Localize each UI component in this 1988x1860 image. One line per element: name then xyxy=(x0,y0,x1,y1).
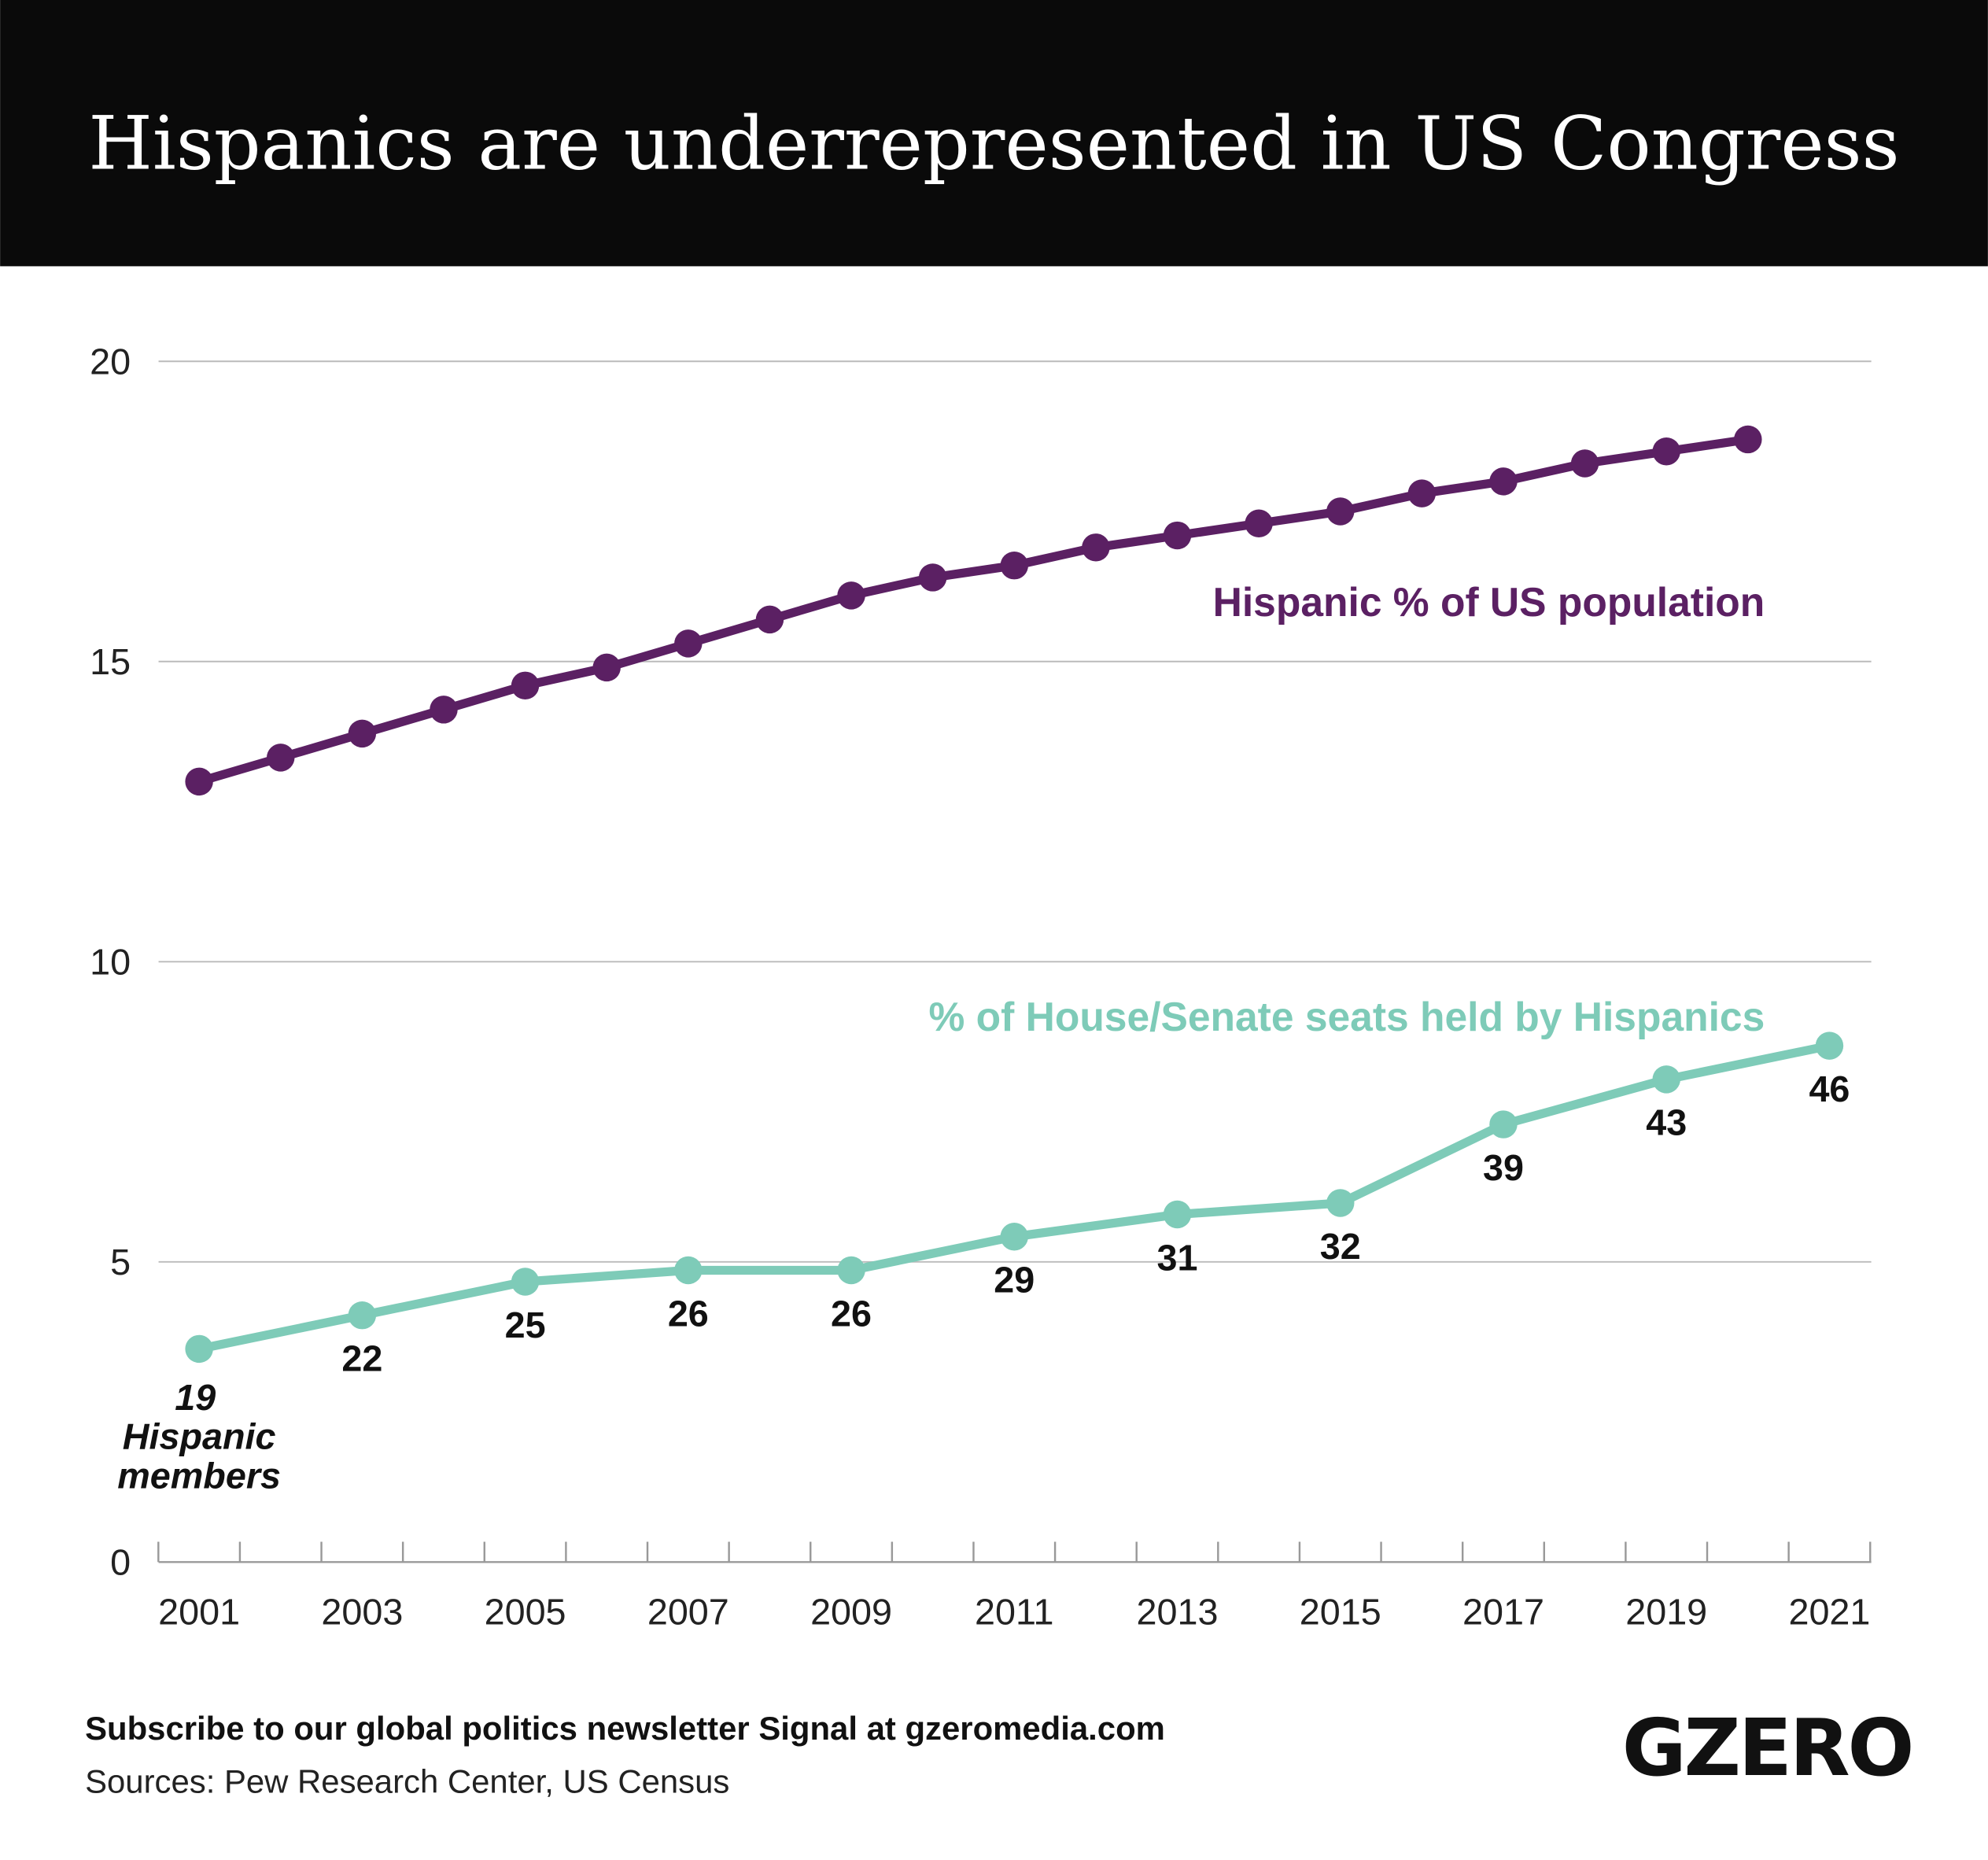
x-tick-label: 2011 xyxy=(975,1591,1053,1632)
data-point xyxy=(1326,1189,1355,1217)
data-label-note: members xyxy=(117,1456,281,1496)
sources-text: Sources: Pew Research Center, US Census xyxy=(85,1763,729,1800)
data-point xyxy=(1407,479,1437,507)
series-label-population: Hispanic % of US population xyxy=(1213,579,1765,625)
data-label: 32 xyxy=(1320,1226,1361,1267)
data-label: 39 xyxy=(1483,1147,1524,1188)
series-label-seats: % of House/Senate seats held by Hispanic… xyxy=(928,994,1765,1039)
subscribe-text[interactable]: Subscribe to our global politics newslet… xyxy=(85,1710,1165,1747)
y-tick-label: 10 xyxy=(90,941,131,982)
x-tick-label: 2005 xyxy=(485,1591,566,1632)
chart-title: Hispanics are underrepresented in US Con… xyxy=(88,101,1899,186)
data-point xyxy=(267,744,295,772)
data-point xyxy=(1000,551,1029,580)
x-tick-label: 2007 xyxy=(647,1591,729,1632)
data-point xyxy=(837,1256,865,1285)
data-point xyxy=(1815,1031,1844,1060)
data-point xyxy=(1652,437,1680,466)
data-point xyxy=(674,1256,703,1285)
data-point xyxy=(1000,1223,1029,1251)
data-label: 26 xyxy=(668,1293,709,1334)
y-tick-label: 15 xyxy=(90,641,131,682)
y-tick-label: 0 xyxy=(110,1541,131,1582)
data-point xyxy=(674,629,703,658)
data-point xyxy=(348,719,377,748)
grid xyxy=(158,360,1872,1263)
x-tick-label: 2021 xyxy=(1788,1591,1870,1632)
x-tick-label: 2017 xyxy=(1462,1591,1544,1632)
x-tick-label: 2003 xyxy=(321,1591,403,1632)
gzero-logo: GZERO xyxy=(1622,1702,1912,1794)
x-tick-label: 2009 xyxy=(810,1591,892,1632)
data-label: 29 xyxy=(994,1260,1035,1301)
data-point xyxy=(1082,533,1110,562)
data-label: 31 xyxy=(1157,1237,1198,1278)
x-tick-label: 2001 xyxy=(158,1591,240,1632)
y-tick-label: 20 xyxy=(90,341,131,382)
series-line-seats xyxy=(197,1041,1831,1353)
data-label: 19 xyxy=(175,1377,216,1418)
series-lines xyxy=(185,425,1844,1364)
data-point xyxy=(837,581,865,610)
data-label-note: Hispanic xyxy=(123,1416,276,1457)
x-tick-label: 2013 xyxy=(1137,1591,1219,1632)
data-point xyxy=(1489,467,1518,496)
data-point xyxy=(755,605,784,634)
data-label: 26 xyxy=(831,1293,872,1334)
data-point xyxy=(592,653,621,682)
data-point xyxy=(1489,1110,1518,1139)
x-tick-label: 2019 xyxy=(1625,1591,1707,1632)
data-point xyxy=(1652,1065,1680,1094)
data-point xyxy=(1163,521,1192,550)
data-point xyxy=(348,1301,377,1330)
data-point xyxy=(1734,425,1762,454)
data-point xyxy=(1163,1200,1192,1229)
axes: 0 5 10 15 20 2001 2003 2005 2007 2009 2011 2013 2015… xyxy=(90,341,1872,1632)
data-point xyxy=(185,767,213,796)
data-label: 25 xyxy=(505,1305,546,1345)
data-point xyxy=(430,696,458,724)
data-point xyxy=(511,671,540,700)
data-label: 43 xyxy=(1646,1102,1687,1143)
data-point xyxy=(1245,509,1273,538)
data-point xyxy=(1326,497,1355,526)
data-point xyxy=(1570,449,1599,478)
data-label: 46 xyxy=(1809,1068,1850,1109)
data-point xyxy=(185,1334,213,1364)
data-point xyxy=(511,1268,540,1296)
title-bar xyxy=(0,0,1988,267)
x-tick-label: 2015 xyxy=(1300,1591,1381,1632)
data-point xyxy=(918,563,947,592)
data-label: 22 xyxy=(341,1338,382,1379)
y-tick-label: 5 xyxy=(110,1242,131,1282)
